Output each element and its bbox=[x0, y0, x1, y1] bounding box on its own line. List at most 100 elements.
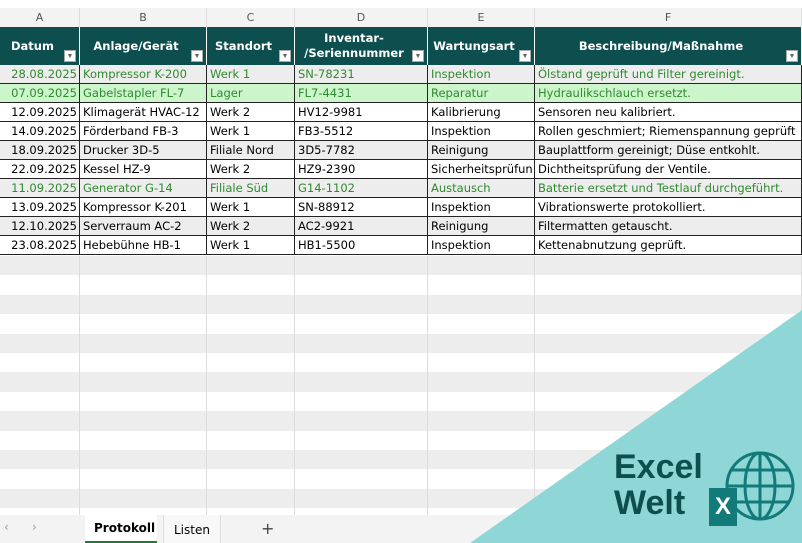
empty-cell[interactable] bbox=[207, 372, 295, 392]
empty-cell[interactable] bbox=[80, 275, 207, 295]
table-cell[interactable]: 22.09.2025 bbox=[0, 160, 80, 178]
empty-cell[interactable] bbox=[295, 352, 428, 373]
filter-dropdown-button[interactable]: ▼ bbox=[519, 50, 531, 62]
table-cell[interactable]: Generator G-14 bbox=[80, 179, 207, 197]
table-cell[interactable]: 28.08.2025 bbox=[0, 65, 80, 83]
empty-cell[interactable] bbox=[295, 391, 428, 412]
filter-dropdown-button[interactable]: ▼ bbox=[412, 50, 424, 62]
empty-cell[interactable] bbox=[535, 411, 802, 431]
table-cell[interactable]: Dichtheitsprüfung der Ventile. bbox=[535, 160, 802, 178]
empty-cell[interactable] bbox=[0, 352, 80, 373]
empty-cell[interactable] bbox=[0, 411, 80, 431]
table-cell[interactable]: Bauplattform gereinigt; Düse entkohlt. bbox=[535, 141, 802, 159]
empty-cell[interactable] bbox=[428, 488, 535, 509]
column-header-e[interactable]: E bbox=[428, 8, 535, 27]
table-cell[interactable]: Werk 1 bbox=[207, 122, 295, 140]
filter-dropdown-button[interactable]: ▼ bbox=[786, 50, 798, 62]
table-cell[interactable]: Drucker 3D-5 bbox=[80, 141, 207, 159]
table-cell[interactable]: G14-1102 bbox=[295, 179, 428, 197]
sheet-tab-protokoll[interactable]: Protokoll bbox=[85, 515, 157, 543]
empty-cell[interactable] bbox=[295, 488, 428, 509]
empty-cell[interactable] bbox=[535, 391, 802, 412]
table-cell[interactable]: Vibrationswerte protokolliert. bbox=[535, 198, 802, 216]
filter-dropdown-button[interactable]: ▼ bbox=[64, 50, 76, 62]
empty-cell[interactable] bbox=[80, 294, 207, 315]
empty-cell[interactable] bbox=[207, 256, 295, 276]
empty-cell[interactable] bbox=[428, 294, 535, 315]
empty-cell[interactable] bbox=[207, 430, 295, 450]
table-cell[interactable]: Kompressor K-200 bbox=[80, 65, 207, 83]
empty-cell[interactable] bbox=[80, 314, 207, 334]
empty-cell[interactable] bbox=[207, 314, 295, 334]
empty-cell[interactable] bbox=[428, 411, 535, 431]
table-cell[interactable]: Serverraum AC-2 bbox=[80, 217, 207, 235]
table-cell[interactable]: Förderband FB-3 bbox=[80, 122, 207, 140]
column-header-f[interactable]: F bbox=[535, 8, 802, 27]
empty-cell[interactable] bbox=[428, 449, 535, 470]
table-cell[interactable]: Inspektion bbox=[428, 65, 535, 83]
empty-cell[interactable] bbox=[295, 256, 428, 276]
table-cell[interactable]: Sicherheitsprüfun bbox=[428, 160, 535, 178]
filter-dropdown-button[interactable]: ▼ bbox=[279, 50, 291, 62]
empty-cell[interactable] bbox=[295, 430, 428, 450]
table-cell[interactable]: 12.09.2025 bbox=[0, 103, 80, 121]
table-cell[interactable]: Kessel HZ-9 bbox=[80, 160, 207, 178]
empty-cell[interactable] bbox=[0, 430, 80, 450]
empty-cell[interactable] bbox=[0, 294, 80, 315]
table-cell[interactable]: Hydraulikschlauch ersetzt. bbox=[535, 84, 802, 102]
table-cell[interactable]: Gabelstapler FL-7 bbox=[80, 84, 207, 102]
empty-cell[interactable] bbox=[207, 333, 295, 353]
table-cell[interactable]: Sensoren neu kalibriert. bbox=[535, 103, 802, 121]
empty-cell[interactable] bbox=[295, 449, 428, 470]
column-header-d[interactable]: D bbox=[295, 8, 428, 27]
table-cell[interactable]: HV12-9981 bbox=[295, 103, 428, 121]
empty-cell[interactable] bbox=[535, 430, 802, 450]
table-cell[interactable]: HZ9-2390 bbox=[295, 160, 428, 178]
empty-cell[interactable] bbox=[207, 488, 295, 509]
empty-cell[interactable] bbox=[295, 275, 428, 295]
empty-cell[interactable] bbox=[80, 411, 207, 431]
empty-cell[interactable] bbox=[428, 352, 535, 373]
empty-cell[interactable] bbox=[0, 314, 80, 334]
empty-cell[interactable] bbox=[535, 314, 802, 334]
empty-cell[interactable] bbox=[295, 411, 428, 431]
next-sheet-button[interactable]: › bbox=[32, 520, 37, 534]
empty-cell[interactable] bbox=[207, 449, 295, 470]
empty-cell[interactable] bbox=[535, 333, 802, 353]
table-cell[interactable]: Batterie ersetzt und Testlauf durchgefüh… bbox=[535, 179, 802, 197]
empty-cell[interactable] bbox=[295, 294, 428, 315]
table-cell[interactable]: Ölstand geprüft und Filter gereinigt. bbox=[535, 65, 802, 83]
empty-cell[interactable] bbox=[80, 469, 207, 489]
empty-cell[interactable] bbox=[80, 333, 207, 353]
empty-cell[interactable] bbox=[80, 256, 207, 276]
table-cell[interactable]: Inspektion bbox=[428, 122, 535, 140]
table-cell[interactable]: 23.08.2025 bbox=[0, 236, 80, 254]
filter-dropdown-button[interactable]: ▼ bbox=[191, 50, 203, 62]
empty-cell[interactable] bbox=[80, 449, 207, 470]
empty-cell[interactable] bbox=[207, 294, 295, 315]
empty-cell[interactable] bbox=[428, 372, 535, 392]
empty-cell[interactable] bbox=[535, 275, 802, 295]
empty-cell[interactable] bbox=[0, 469, 80, 489]
add-sheet-button[interactable]: + bbox=[261, 519, 275, 538]
prev-sheet-button[interactable]: ‹ bbox=[4, 520, 9, 534]
empty-cell[interactable] bbox=[428, 430, 535, 450]
table-cell[interactable]: Hebebühne HB-1 bbox=[80, 236, 207, 254]
table-cell[interactable]: Filtermatten getauscht. bbox=[535, 217, 802, 235]
table-cell[interactable]: Filiale Nord bbox=[207, 141, 295, 159]
empty-cell[interactable] bbox=[0, 275, 80, 295]
empty-cell[interactable] bbox=[0, 256, 80, 276]
empty-cell[interactable] bbox=[207, 469, 295, 489]
empty-cell[interactable] bbox=[207, 411, 295, 431]
empty-cell[interactable] bbox=[295, 372, 428, 392]
table-cell[interactable]: SN-88912 bbox=[295, 198, 428, 216]
empty-cell[interactable] bbox=[0, 449, 80, 470]
empty-cell[interactable] bbox=[80, 391, 207, 412]
empty-cell[interactable] bbox=[535, 372, 802, 392]
table-cell[interactable]: Kettenabnutzung geprüft. bbox=[535, 236, 802, 254]
table-cell[interactable]: Reparatur bbox=[428, 84, 535, 102]
table-cell[interactable]: 07.09.2025 bbox=[0, 84, 80, 102]
empty-cell[interactable] bbox=[428, 333, 535, 353]
table-cell[interactable]: 11.09.2025 bbox=[0, 179, 80, 197]
table-cell[interactable]: 12.10.2025 bbox=[0, 217, 80, 235]
